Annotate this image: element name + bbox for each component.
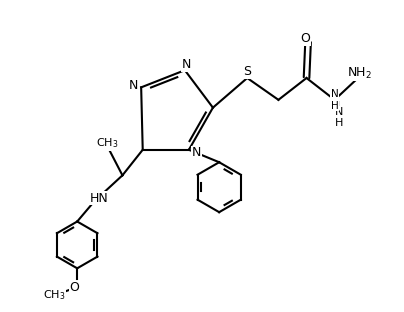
Text: N: N xyxy=(182,58,191,71)
Text: HN: HN xyxy=(90,192,108,205)
Text: N
H: N H xyxy=(335,107,343,128)
Text: CH$_3$: CH$_3$ xyxy=(96,137,118,150)
Text: O: O xyxy=(300,32,310,46)
Text: N
H: N H xyxy=(331,89,339,111)
Text: S: S xyxy=(243,65,251,78)
Text: N: N xyxy=(192,146,201,159)
Text: N: N xyxy=(128,79,138,92)
Text: NH$_2$: NH$_2$ xyxy=(347,66,372,81)
Text: N: N xyxy=(330,100,340,113)
Text: CH$_3$: CH$_3$ xyxy=(43,288,66,302)
Text: O: O xyxy=(69,281,79,294)
